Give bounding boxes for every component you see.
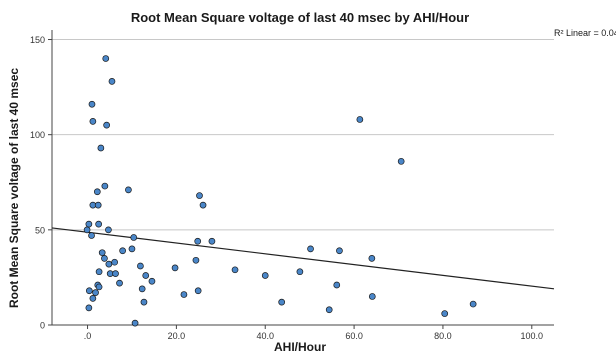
data-point [97,144,105,152]
data-point [89,295,97,302]
data-point [368,255,376,262]
data-point [102,55,110,62]
data-point [196,192,203,199]
data-point [441,310,449,317]
data-point [105,260,113,268]
data-point [119,247,126,255]
data-point [93,188,101,196]
data-points [83,55,477,327]
data-point [325,306,333,314]
data-point [125,186,132,194]
fit-line-label: R² Linear = 0.042 [554,28,616,38]
tick-labels: 0 50 100 150 .0 20.0 40.0 60.0 80.0 100.0 [30,35,543,341]
data-point [171,264,179,272]
y-tick-label: 150 [30,35,45,45]
data-point [469,300,477,308]
data-point [94,201,102,209]
data-point [336,247,343,255]
x-tick-label: 40.0 [256,331,274,341]
y-tick-label: 50 [35,225,45,235]
data-point [85,287,93,295]
data-point [199,201,207,209]
data-point [111,258,118,266]
data-point [116,279,123,287]
data-point [137,262,144,270]
data-point [128,245,136,253]
y-axis-label: Root Mean Square voltage of last 40 msec [7,68,21,308]
data-point [368,293,376,300]
data-point [83,226,91,234]
data-point [101,255,108,262]
grid-lines [52,39,554,231]
data-point [89,118,97,125]
data-point [108,78,116,85]
data-point [103,121,110,129]
data-point [261,272,269,279]
data-point [95,268,103,276]
data-point [138,285,146,293]
data-point [98,249,106,257]
data-point [192,256,200,264]
data-point [95,283,103,291]
y-tick-label: 100 [30,130,45,140]
data-point [130,234,138,241]
data-point [333,281,341,289]
data-point [88,100,96,108]
data-point [148,277,156,285]
data-point [140,298,148,306]
data-point [142,272,150,279]
data-point [296,268,304,276]
data-point [88,232,95,239]
data-point [112,270,119,277]
data-point [105,226,112,234]
data-point [231,266,239,274]
data-point [278,298,286,306]
data-point [85,220,93,228]
data-point [194,237,202,245]
data-point [356,116,364,123]
data-point [180,291,188,298]
x-tick-label: 60.0 [345,331,363,341]
x-axis-label: AHI/Hour [274,340,326,354]
data-point [208,237,216,245]
data-point [85,304,93,312]
data-point [95,220,102,228]
y-tick-label: 0 [40,321,45,331]
x-tick-label: .0 [84,331,92,341]
data-point [101,182,109,190]
data-point [194,287,202,295]
x-tick-label: 80.0 [434,331,452,341]
data-point [307,245,314,253]
data-point [131,319,139,327]
x-tick-label: 20.0 [168,331,186,341]
chart-title: Root Mean Square voltage of last 40 msec… [131,10,469,25]
data-point [92,289,99,296]
x-tick-label: 100.0 [521,331,544,341]
data-point [397,157,405,165]
